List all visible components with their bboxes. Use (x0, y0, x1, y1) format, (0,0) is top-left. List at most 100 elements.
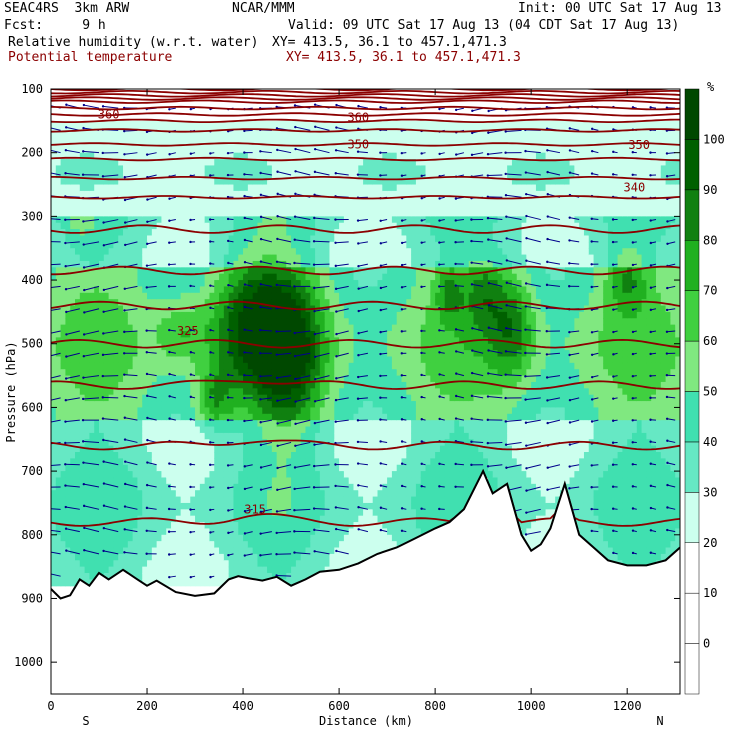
rh-cell (185, 210, 191, 217)
rh-cell (271, 490, 278, 498)
rh-cell (190, 477, 196, 485)
rh-cell (324, 356, 331, 364)
rh-cell (281, 553, 287, 561)
rh-cell (223, 197, 230, 205)
rh-cell (171, 515, 177, 523)
rh-cell (267, 541, 273, 549)
rh-cell (372, 171, 379, 179)
rh-cell (70, 553, 76, 561)
rh-cell (363, 502, 369, 510)
rh-cell (377, 401, 383, 409)
rh-cell (113, 241, 119, 249)
rh-cell (175, 120, 182, 128)
rh-cell (127, 159, 134, 167)
rh-cell (84, 407, 91, 415)
rh-cell (252, 420, 259, 428)
rh-cell (315, 197, 321, 205)
rh-cell (271, 184, 278, 192)
rh-cell (267, 369, 273, 377)
rh-cell (348, 222, 355, 230)
rh-cell (228, 452, 235, 459)
rh-cell (233, 553, 239, 561)
rh-cell (199, 331, 206, 338)
rh-cell (319, 197, 326, 205)
rh-cell (199, 178, 206, 186)
rh-cell (204, 566, 211, 574)
rh-cell (286, 490, 292, 498)
rh-cell (123, 528, 129, 536)
rh-cell (300, 299, 307, 307)
rh-cell (70, 305, 76, 313)
rh-cell (108, 267, 115, 275)
rh-cell (252, 471, 259, 479)
rh-cell (70, 133, 76, 141)
rh-cell (300, 452, 307, 459)
rh-cell (247, 260, 254, 268)
rh-cell (348, 292, 355, 300)
rh-cell (343, 547, 350, 555)
rh-cell (99, 324, 105, 332)
rh-cell (367, 452, 374, 459)
rh-cell (209, 203, 215, 211)
rh-cell (99, 547, 105, 555)
rh-cell (295, 445, 302, 453)
rh-cell (89, 458, 95, 466)
rh-cell (180, 573, 187, 580)
rh-cell (343, 432, 350, 440)
rh-cell (70, 343, 76, 351)
rh-cell (276, 381, 283, 389)
rh-cell (305, 496, 311, 504)
rh-cell (171, 452, 177, 459)
rh-cell (70, 203, 76, 211)
rh-cell (166, 445, 172, 453)
rh-cell (247, 324, 254, 332)
rh-cell (84, 573, 91, 580)
rh-cell (65, 541, 71, 549)
rh-cell (214, 394, 220, 402)
rh-cell (204, 273, 211, 281)
rh-cell (99, 267, 105, 275)
rh-cell (348, 171, 355, 179)
rh-cell (185, 496, 191, 504)
rh-cell (315, 407, 321, 415)
rh-cell (79, 165, 86, 173)
rh-cell (353, 362, 359, 370)
rh-cell (156, 432, 163, 440)
rh-cell (51, 452, 57, 459)
rh-cell (219, 197, 225, 205)
rh-cell (233, 522, 239, 530)
rh-cell (291, 337, 297, 345)
rh-cell (252, 178, 259, 186)
rh-cell (353, 413, 359, 421)
rh-cell (175, 184, 182, 192)
rh-cell (372, 184, 379, 192)
rh-cell (324, 159, 331, 167)
rh-cell (353, 260, 359, 268)
rh-cell (75, 573, 81, 580)
rh-cell (214, 490, 220, 498)
rh-cell (89, 509, 95, 517)
rh-cell (358, 286, 364, 294)
rh-cell (209, 120, 215, 128)
rh-cell (295, 197, 302, 205)
rh-cell (180, 458, 187, 466)
rh-cell (247, 445, 254, 453)
rh-cell (171, 254, 177, 262)
rh-cell (89, 464, 95, 472)
rh-cell (204, 241, 211, 249)
rh-cell (223, 388, 230, 396)
rh-cell (137, 248, 143, 256)
rh-cell (156, 203, 163, 211)
rh-cell (295, 273, 302, 281)
rh-cell (257, 426, 263, 434)
rh-cell (353, 222, 359, 230)
rh-cell (271, 152, 278, 160)
rh-cell (267, 407, 273, 415)
rh-cell (267, 203, 273, 211)
rh-cell (219, 273, 225, 281)
rh-cell (319, 394, 326, 402)
rh-cell (271, 477, 278, 485)
rh-cell (310, 139, 316, 147)
rh-cell (142, 464, 148, 472)
rh-cell (262, 566, 268, 574)
